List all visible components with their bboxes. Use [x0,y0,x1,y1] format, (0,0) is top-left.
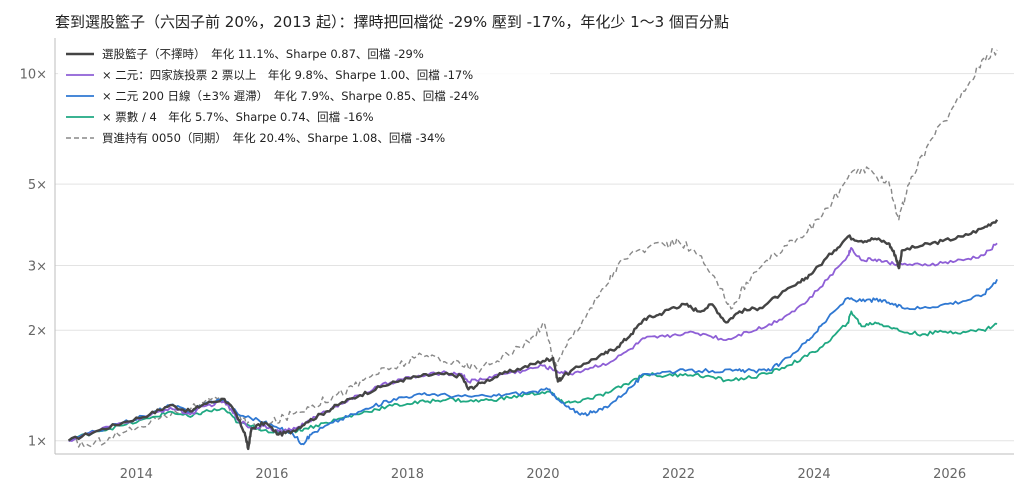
x-tick-label: 2016 [255,467,288,482]
x-tick-label: 2026 [933,467,966,482]
x-tick-label: 2014 [120,467,153,482]
series-layer [67,48,999,451]
legend-background [58,42,550,156]
y-tick-label: 2× [28,324,47,339]
series-line-2 [68,242,998,442]
legend: 選股籃子（不擇時） 年化 11.1%、Sharpe 0.87、回檔 -29% × … [58,42,550,156]
legend-label: × 票數 / 4 年化 5.7%、Sharpe 0.74、回檔 -16% [102,110,374,124]
series-line-3 [68,279,998,446]
y-tick-label: 3× [28,260,47,275]
x-tick-label: 2018 [391,467,424,482]
y-tick-label: 5× [28,178,47,193]
legend-label: × 二元 200 日線（±3% 遲滯） 年化 7.9%、Sharpe 0.85、… [102,89,479,103]
y-tick-label: 1× [28,435,47,450]
series-line-1 [67,219,999,451]
legend-label: × 二元：四家族投票 2 票以上 年化 9.8%、Sharpe 1.00、回檔 … [102,68,473,82]
x-tick-label: 2024 [798,467,831,482]
series-line-5 [68,48,998,448]
x-tick-label: 2020 [526,467,559,482]
axis-layer: 1× 2× 3× 5× 10× 2014 2016 2018 2020 2022 2024 2026 [20,38,1014,482]
legend-label: 買進持有 0050（同期） 年化 20.4%、Sharpe 1.08、回檔 -3… [102,131,445,145]
y-tick-label: 10× [20,68,47,83]
chart-title: 套到選股籃子（六因子前 20%，2013 起）：擇時把回檔從 -29% 壓到 -… [55,13,729,31]
series-line-4 [68,310,998,442]
legend-label: 選股籃子（不擇時） 年化 11.1%、Sharpe 0.87、回檔 -29% [102,47,424,61]
x-tick-label: 2022 [662,467,695,482]
